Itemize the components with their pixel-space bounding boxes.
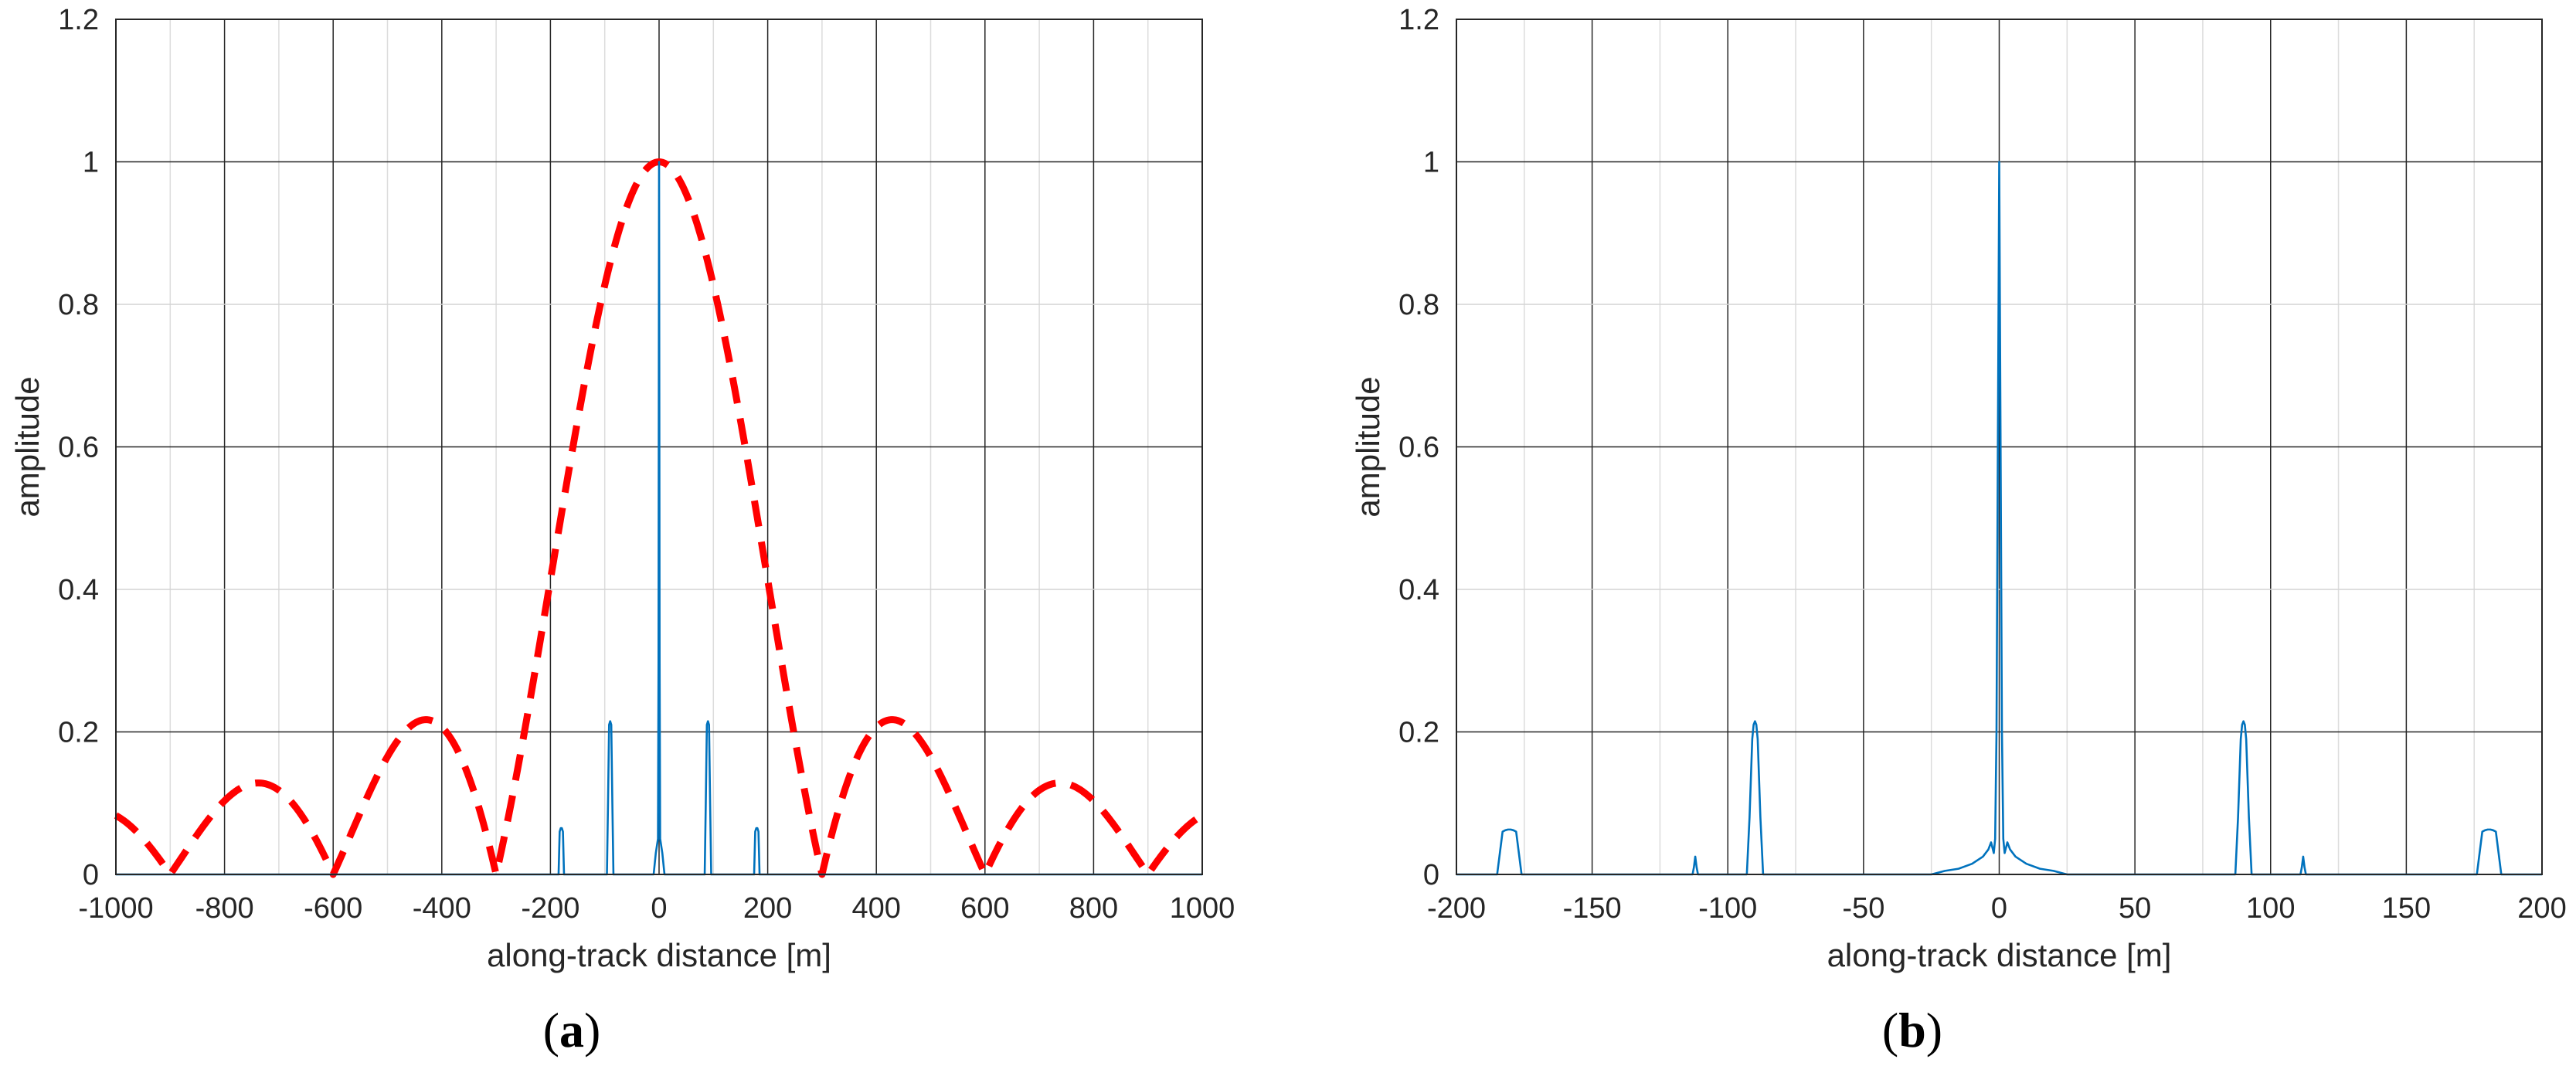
y-tick-label: 0	[83, 859, 99, 891]
caption-close-paren: )	[584, 1003, 600, 1058]
x-tick-label: -150	[1563, 892, 1622, 925]
x-tick-label: 400	[851, 892, 900, 925]
x-axis-label: along-track distance [m]	[1827, 937, 2172, 973]
x-tick-label: 0	[651, 892, 667, 925]
y-axis-label: amplitude	[1350, 376, 1386, 517]
x-tick-label: -100	[1698, 892, 1757, 925]
y-tick-label: 0.6	[58, 432, 99, 464]
axes-box	[1456, 19, 2543, 875]
x-tick-label: 50	[2119, 892, 2151, 925]
y-tick-label: 0.4	[1398, 574, 1439, 606]
y-tick-label: 0.8	[1398, 289, 1439, 321]
panel-a-plot: -1000 -800 -600 -400 -200 0 200 400 600 800 1000 0 0…	[9, 4, 1235, 1058]
x-tick-label: -800	[195, 892, 254, 925]
y-tick-label: 0.8	[58, 289, 99, 321]
y-tick-label: 1.2	[1398, 4, 1439, 36]
x-tick-label: 100	[2246, 892, 2295, 925]
x-tick-label: 800	[1069, 892, 1118, 925]
x-tick-label: -400	[413, 892, 471, 925]
panel-caption: (b)	[1882, 1003, 1942, 1058]
y-axis-label: amplitude	[9, 376, 46, 517]
caption-open-paren: (	[1882, 1003, 1898, 1058]
y-tick-label: 1.2	[58, 4, 99, 36]
y-tick-label: 0.2	[1398, 717, 1439, 749]
x-tick-label: 0	[1991, 892, 2007, 925]
x-tick-label: 600	[960, 892, 1009, 925]
x-tick-label: -200	[521, 892, 579, 925]
caption-open-paren: (	[543, 1003, 559, 1058]
x-tick-label: 1000	[1170, 892, 1235, 925]
y-tick-label: 1	[1423, 147, 1439, 179]
y-tick-label: 0.4	[58, 574, 99, 606]
panel-caption: (a)	[543, 1003, 601, 1058]
x-tick-label: 150	[2382, 892, 2431, 925]
caption-letter: a	[559, 1003, 584, 1058]
x-tick-label: -50	[1842, 892, 1884, 925]
x-tick-label: 200	[2517, 892, 2566, 925]
caption-letter: b	[1898, 1003, 1926, 1058]
caption-close-paren: )	[1926, 1003, 1942, 1058]
panel-b-plot: -200 -150 -100 -50 0 50 100 150 200 0 0.2 0.4 0.6 0.8…	[1350, 4, 2567, 1058]
x-axis-label: along-track distance [m]	[487, 937, 831, 973]
x-tick-label: -200	[1427, 892, 1486, 925]
x-tick-label: -600	[304, 892, 362, 925]
series-line-response	[1456, 161, 2542, 876]
y-tick-label: 0	[1423, 859, 1439, 891]
y-tick-label: 0.2	[58, 717, 99, 749]
axes-box	[115, 19, 1203, 875]
x-tick-label: 200	[743, 892, 792, 925]
y-tick-label: 0.6	[1398, 432, 1439, 464]
y-tick-label: 1	[83, 147, 99, 179]
x-tick-label: -1000	[78, 892, 153, 925]
